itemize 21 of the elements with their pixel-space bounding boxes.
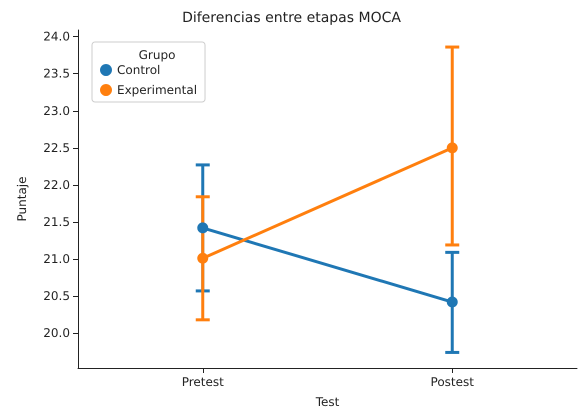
point: [446, 142, 458, 154]
legend-title: Grupo: [138, 48, 176, 62]
chart-title: Diferencias entre etapas MOCA: [182, 10, 402, 26]
x-tick-label: Pretest: [182, 375, 224, 389]
x-tick-label: Postest: [430, 375, 474, 389]
y-tick-label: 24.0: [43, 30, 70, 44]
y-tick-label: 22.0: [43, 178, 70, 192]
y-axis-title: Puntaje: [15, 176, 29, 222]
legend-label: Control: [117, 63, 160, 77]
y-tick-label: 23.5: [43, 66, 70, 81]
point: [197, 252, 208, 264]
point: [446, 296, 458, 308]
y-tick-label: 21.5: [43, 214, 70, 229]
legend-label: Experimental: [117, 83, 198, 97]
point: [197, 222, 208, 234]
y-tick-label: 21.0: [43, 252, 70, 266]
y-tick-label: 23.0: [43, 104, 70, 118]
x-axis-title: Test: [314, 395, 340, 409]
y-tick-label: 20.0: [43, 326, 70, 340]
y-tick-label: 20.5: [43, 289, 70, 304]
y-tick-label: 22.5: [43, 140, 70, 155]
